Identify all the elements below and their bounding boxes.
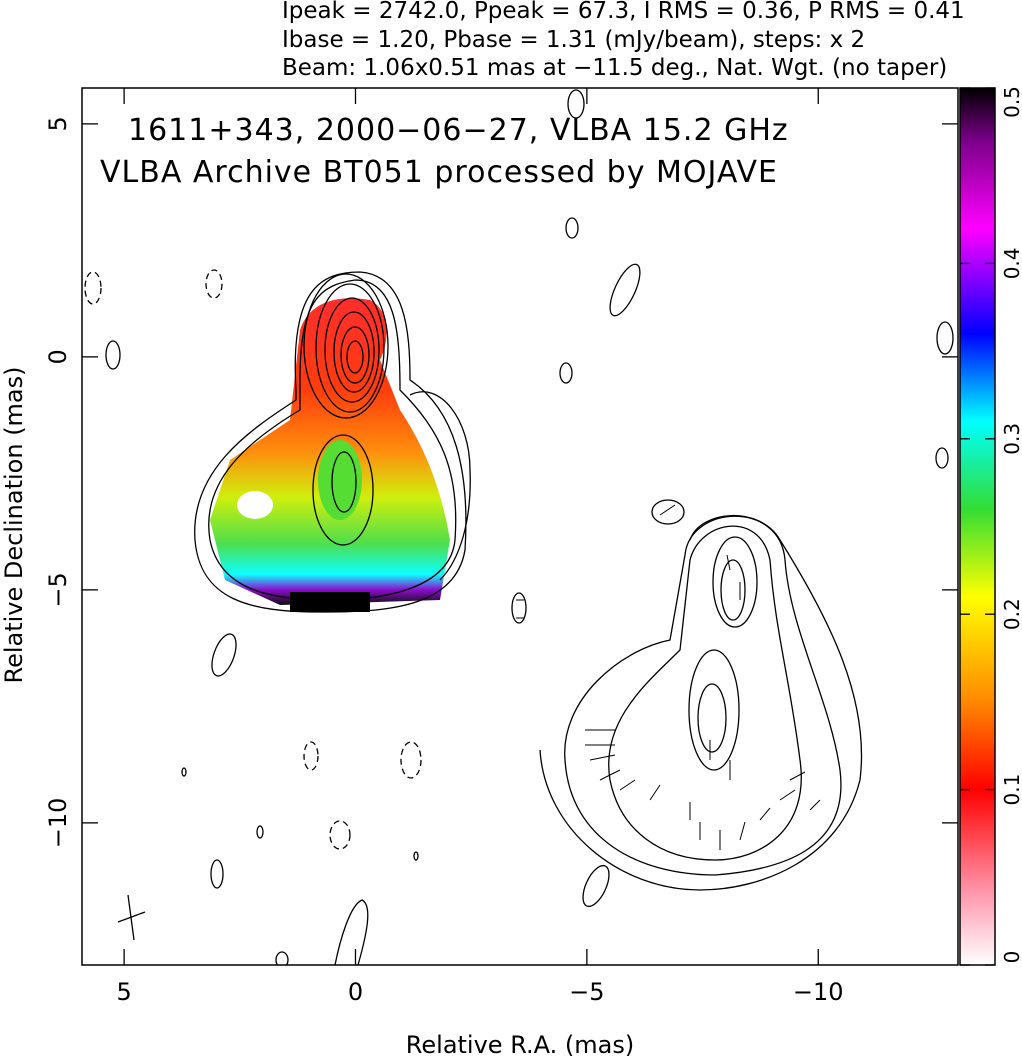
header-line: Beam: 1.06x0.51 mas at −11.5 deg., Nat. … [282, 55, 947, 81]
colorbar-tick-label: 0.5 [1000, 86, 1022, 118]
y-axis-label: Relative Declination (mas) [0, 366, 28, 683]
x-axis-label: Relative R.A. (mas) [406, 1031, 634, 1059]
x-tick-label: 0 [348, 978, 363, 1006]
header-line: Ibase = 1.20, Pbase = 1.31 (mJy/beam), s… [282, 27, 865, 53]
x-tick-label: −10 [793, 978, 844, 1006]
colorbar-tick-label: 0.2 [1000, 598, 1022, 630]
contours [84, 89, 954, 965]
colorbar-tick-label: 0.4 [1000, 247, 1022, 279]
y-tick-label: 0 [44, 349, 72, 364]
y-tick-label: 5 [44, 116, 72, 131]
image-layer [84, 89, 954, 965]
x-tick-label: −5 [569, 978, 604, 1006]
colorbar-tick-label: 0.1 [1000, 774, 1022, 806]
colorbar [959, 87, 996, 966]
annotation: 1611+343, 2000−06−27, VLBA 15.2 GHz [128, 113, 789, 148]
y-tick-label: −5 [44, 572, 72, 607]
plot-frame [81, 87, 959, 966]
polarization-vectors [516, 504, 821, 850]
x-tick-label: 5 [116, 978, 131, 1006]
polarization-map [237, 491, 273, 519]
polarization-map [318, 440, 362, 520]
colorbar-tick-label: 0 [1000, 951, 1022, 964]
y-tick-label: −10 [44, 798, 72, 849]
header-line: Ipeak = 2742.0, Ppeak = 67.3, I RMS = 0.… [282, 0, 965, 24]
colorbar-tick-label: 0.3 [1000, 423, 1022, 455]
polarization-map [290, 592, 370, 612]
annotation: VLBA Archive BT051 processed by MOJAVE [100, 155, 778, 190]
